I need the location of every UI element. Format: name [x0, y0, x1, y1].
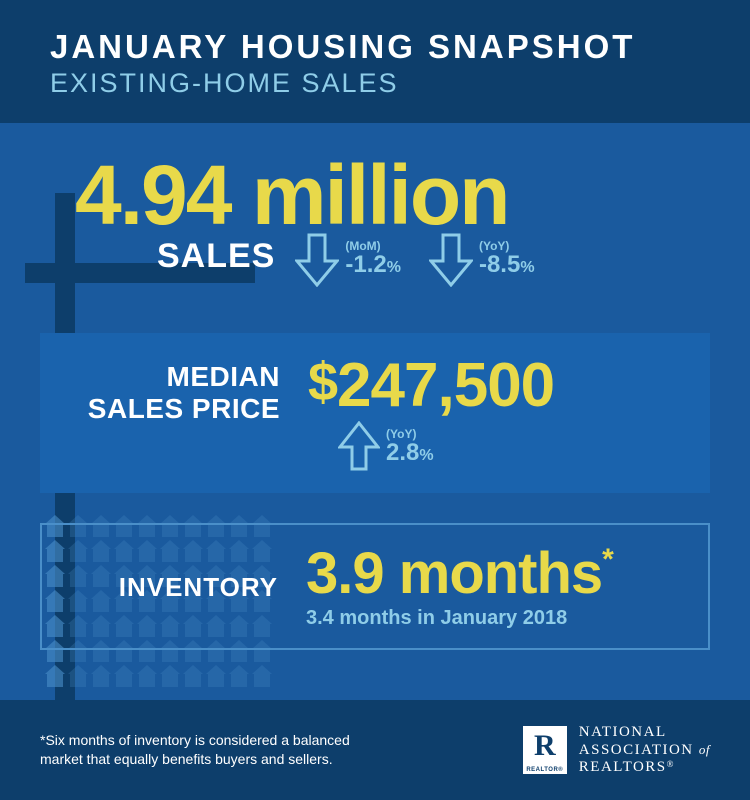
price-section: MEDIANSALES PRICE $247,500 (YoY) 2.8%: [40, 333, 710, 493]
house-icon: [68, 665, 88, 687]
house-icon: [114, 665, 134, 687]
footnote: *Six months of inventory is considered a…: [40, 731, 380, 769]
house-icon: [91, 665, 111, 687]
inventory-subtext: 3.4 months in January 2018: [306, 607, 682, 630]
page-title: JANUARY HOUSING SNAPSHOT: [50, 28, 700, 66]
arrow-down-icon: [295, 233, 339, 287]
sales-yoy-value: -8.5%: [479, 251, 535, 279]
arrow-up-icon: [338, 421, 380, 471]
arrow-down-icon: [429, 233, 473, 287]
price-yoy-delta: (YoY) 2.8%: [338, 421, 680, 471]
price-yoy-value: 2.8%: [386, 439, 434, 467]
sales-yoy-delta: (YoY) -8.5%: [429, 233, 535, 287]
header: JANUARY HOUSING SNAPSHOT EXISTING-HOME S…: [0, 0, 750, 123]
page-subtitle: EXISTING-HOME SALES: [50, 68, 700, 99]
price-label: MEDIANSALES PRICE: [70, 355, 280, 425]
content-area: 4.94 million SALES (MoM) -1.2%: [0, 123, 750, 743]
realtor-logo-text: NATIONAL ASSOCIATION of REALTORS®: [579, 724, 710, 776]
inventory-value: 3.9 months*: [306, 545, 682, 603]
house-icon: [183, 665, 203, 687]
sales-value: 4.94 million: [75, 153, 710, 237]
house-icon: [252, 665, 272, 687]
footer: *Six months of inventory is considered a…: [0, 700, 750, 800]
inventory-section: INVENTORY 3.9 months* 3.4 months in Janu…: [40, 523, 710, 650]
inventory-label: INVENTORY: [68, 572, 278, 603]
sales-section: 4.94 million SALES (MoM) -1.2%: [75, 153, 710, 287]
house-icon: [229, 665, 249, 687]
sales-label: SALES: [157, 233, 275, 276]
sales-details-row: SALES (MoM) -1.2%: [75, 233, 710, 287]
house-icon: [137, 665, 157, 687]
realtor-logo: REALTOR® NATIONAL ASSOCIATION of REALTOR…: [523, 724, 710, 776]
sales-mom-delta: (MoM) -1.2%: [295, 233, 401, 287]
house-icon: [160, 665, 180, 687]
house-icon: [45, 665, 65, 687]
price-value: $247,500: [308, 355, 680, 417]
sales-mom-value: -1.2%: [345, 251, 401, 279]
realtor-badge-icon: REALTOR®: [523, 726, 567, 774]
house-icon: [206, 665, 226, 687]
